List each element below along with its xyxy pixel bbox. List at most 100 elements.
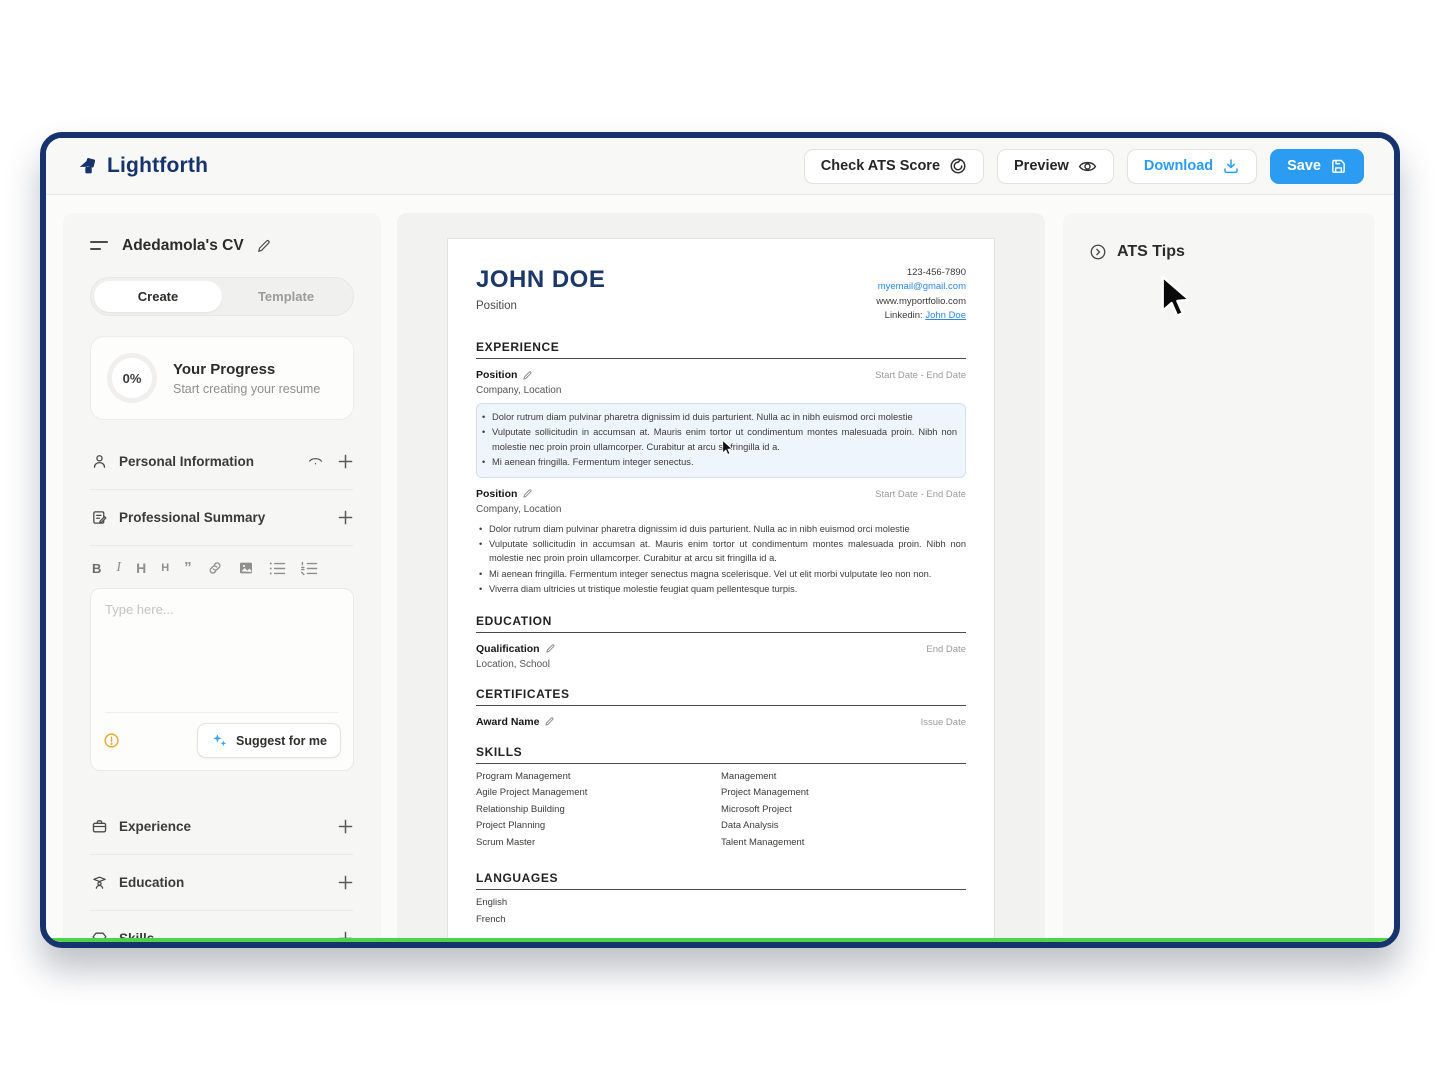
entry-company[interactable]: Company, Location: [476, 385, 562, 396]
qualification-title[interactable]: Qualification: [476, 643, 556, 655]
linkedin-label: Linkedin:: [884, 309, 923, 321]
sidebar-item-experience[interactable]: Experience: [90, 799, 354, 854]
skill-item[interactable]: Program Management: [476, 770, 571, 782]
bullet-item[interactable]: Vulputate sollicitudin in accumsan at. M…: [476, 537, 966, 566]
save-button[interactable]: Save: [1270, 148, 1364, 184]
create-template-tabs: Create Template: [90, 277, 354, 316]
summary-textarea[interactable]: [91, 589, 353, 707]
edit-cv-name-icon[interactable]: [256, 238, 272, 254]
mouse-cursor: [1159, 275, 1195, 323]
award-title[interactable]: Award Name: [476, 716, 555, 728]
eye-icon: [1078, 157, 1097, 176]
language-item[interactable]: English: [476, 897, 508, 909]
graduate-icon: [91, 874, 108, 891]
bold-button[interactable]: B: [92, 560, 102, 576]
add-experience-icon[interactable]: [338, 819, 353, 834]
bullet-list-button[interactable]: [269, 561, 286, 576]
entry-position-title[interactable]: Position: [476, 488, 533, 500]
suggest-for-me-label: Suggest for me: [236, 733, 327, 748]
contact-website[interactable]: www.myportfolio.com: [876, 295, 966, 307]
resume-position[interactable]: Position: [476, 300, 517, 312]
bullet-item[interactable]: Viverra diam ultricies ut tristique mole…: [476, 582, 966, 597]
contact-email[interactable]: myemail@gmail.com: [877, 281, 966, 293]
contact-linkedin[interactable]: Linkedin: John Doe: [876, 309, 966, 323]
window-bottom-accent: [46, 938, 1394, 942]
cv-title: Adedamola's CV: [122, 237, 244, 254]
heading-small-button[interactable]: H: [161, 562, 170, 574]
download-icon: [1222, 157, 1240, 175]
skill-item[interactable]: Project Planning: [476, 820, 546, 832]
experience-heading: EXPERIENCE: [476, 340, 966, 359]
entry-dates[interactable]: Start Date - End Date: [875, 488, 966, 500]
progress-ring: 0%: [107, 353, 157, 403]
entry-position-title[interactable]: Position: [476, 369, 533, 381]
languages-list: English French: [476, 898, 966, 924]
add-personal-information-icon[interactable]: [338, 454, 353, 469]
linkedin-link[interactable]: John Doe: [925, 309, 966, 321]
bullet-item[interactable]: Mi aenean fringilla. Fermentum integer s…: [479, 455, 957, 470]
highlighted-bullets-box[interactable]: Dolor rutrum diam pulvinar pharetra dign…: [476, 403, 966, 478]
education-label: Education: [119, 875, 185, 890]
tab-create[interactable]: Create: [94, 281, 222, 312]
entry-dates[interactable]: Start Date - End Date: [875, 370, 966, 381]
sidebar-item-personal-information[interactable]: Personal Information: [90, 434, 354, 489]
add-professional-summary-icon[interactable]: [338, 510, 353, 525]
tab-template[interactable]: Template: [257, 289, 315, 304]
skill-item[interactable]: Relationship Building: [476, 803, 565, 815]
heading-large-button[interactable]: H: [136, 560, 147, 576]
section-list-icon[interactable]: [90, 239, 110, 253]
briefcase-icon: [91, 818, 108, 835]
experience-entry: Position Start Date - End Date Company, …: [476, 488, 966, 597]
edit-pencil-icon: [523, 489, 532, 498]
ai-sparkles-icon: [211, 732, 228, 749]
italic-button[interactable]: I: [116, 560, 122, 575]
blockquote-button[interactable]: ”: [184, 559, 192, 576]
skill-item[interactable]: Agile Project Management: [476, 787, 588, 799]
preview-button[interactable]: Preview: [997, 148, 1114, 184]
experience-label: Experience: [119, 819, 192, 834]
skill-item[interactable]: Project Management: [721, 787, 809, 799]
download-button[interactable]: Download: [1126, 148, 1258, 184]
sidebar-item-skills[interactable]: Skills: [90, 911, 354, 942]
skill-item[interactable]: Talent Management: [721, 836, 805, 848]
entry-company[interactable]: Company, Location: [476, 503, 562, 515]
skills-label: Skills: [119, 931, 327, 942]
language-item[interactable]: French: [476, 913, 506, 925]
progress-card: 0% Your Progress Start creating your res…: [90, 336, 354, 420]
resume-sheet: JOHN DOE Position 123-456-7890 myemail@g…: [447, 238, 995, 942]
add-education-icon[interactable]: [338, 875, 353, 890]
certificates-heading: CERTIFICATES: [476, 687, 966, 706]
logo: Lightforth: [78, 154, 208, 178]
download-label: Download: [1143, 158, 1214, 174]
entry-position-text: Position: [476, 369, 518, 381]
summary-editor-card: Suggest for me: [90, 588, 354, 771]
link-button[interactable]: [207, 560, 223, 576]
ats-tips-chevron-icon[interactable]: [1089, 243, 1107, 261]
contact-phone[interactable]: 123-456-7890: [906, 267, 966, 278]
richtext-toolbar: B I H H ”: [90, 546, 354, 588]
resume-name[interactable]: JOHN DOE: [476, 266, 606, 293]
education-school[interactable]: Location, School: [476, 658, 550, 670]
insert-image-button[interactable]: [238, 560, 254, 576]
ordered-list-button[interactable]: [300, 561, 318, 576]
skill-item[interactable]: Microsoft Project: [721, 803, 792, 815]
bullet-item[interactable]: Dolor rutrum diam pulvinar pharetra dign…: [476, 522, 966, 537]
bullet-item[interactable]: Dolor rutrum diam pulvinar pharetra dign…: [479, 410, 957, 425]
bullet-item[interactable]: Vulputate sollicitudin in accumsan at. M…: [479, 425, 957, 454]
check-ats-score-button[interactable]: Check ATS Score: [803, 148, 985, 184]
check-ats-score-label: Check ATS Score: [820, 158, 941, 174]
visibility-eye-icon[interactable]: [307, 454, 324, 469]
education-end-date[interactable]: End Date: [926, 643, 966, 655]
ats-tips-title: ATS Tips: [1117, 243, 1185, 260]
person-icon: [91, 453, 108, 470]
skill-item[interactable]: Scrum Master: [476, 836, 536, 848]
save-label: Save: [1287, 158, 1321, 174]
bullet-item[interactable]: Mi aenean fringilla. Fermentum integer s…: [476, 567, 966, 582]
professional-summary-label: Professional Summary: [119, 510, 266, 525]
sidebar-item-professional-summary[interactable]: Professional Summary: [90, 490, 354, 545]
skill-item[interactable]: Management: [721, 770, 777, 782]
certificate-issue-date[interactable]: Issue Date: [920, 716, 966, 728]
sidebar-item-education[interactable]: Education: [90, 855, 354, 910]
skill-item[interactable]: Data Analysis: [721, 820, 779, 832]
suggest-for-me-button[interactable]: Suggest for me: [197, 723, 341, 758]
